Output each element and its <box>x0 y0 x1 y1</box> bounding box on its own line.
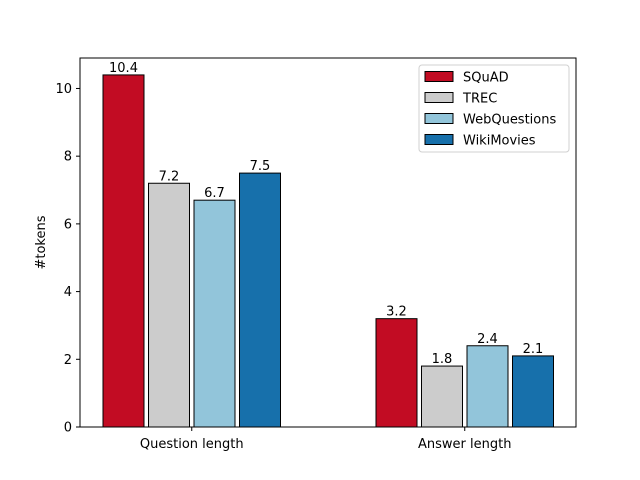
bar-squad-0 <box>102 74 145 428</box>
bars-group <box>102 74 554 428</box>
x-tick-label: Answer length <box>418 437 511 452</box>
legend-label-squad: SQuAD <box>463 71 509 86</box>
legend: SQuAD TREC WebQuestions WikiMovies <box>418 64 570 153</box>
legend-swatch-webquestions <box>424 113 454 124</box>
value-label-squad-0: 10.4 <box>109 61 138 76</box>
y-tick-label: 10 <box>55 82 72 97</box>
bar-trec-0 <box>148 182 190 428</box>
legend-swatch-wikimovies <box>424 134 454 145</box>
x-tick-label: Question length <box>140 437 244 452</box>
legend-swatch-squad <box>424 71 454 82</box>
value-labels-group: 10.4 7.2 6.7 7.5 3.2 1.8 2.4 2.1 <box>109 61 543 367</box>
x-axis: Question length Answer length <box>140 427 511 452</box>
y-tick-label: 0 <box>64 421 72 436</box>
bar-webquestions-0 <box>193 199 236 428</box>
bar-trec-1 <box>421 365 463 428</box>
y-tick-label: 4 <box>64 285 72 300</box>
value-label-wikimovies-1: 2.1 <box>523 342 544 357</box>
y-tick-label: 8 <box>64 150 72 165</box>
y-axis-label: #tokens <box>34 215 49 269</box>
plot-frame <box>79 57 577 428</box>
y-tick-label: 2 <box>64 353 72 368</box>
value-label-webquestions-1: 2.4 <box>477 332 498 347</box>
value-label-squad-1: 3.2 <box>386 305 407 320</box>
legend-label-trec: TREC <box>462 92 497 107</box>
legend-label-wikimovies: WikiMovies <box>463 134 536 149</box>
bar-webquestions-1 <box>466 345 509 428</box>
legend-frame <box>418 64 570 153</box>
y-tick-label: 6 <box>64 217 72 232</box>
legend-label-webquestions: WebQuestions <box>463 113 556 128</box>
value-label-trec-1: 1.8 <box>432 352 453 367</box>
bar-wikimovies-0 <box>239 172 281 428</box>
y-axis: 0 2 4 6 8 10 <box>55 82 80 436</box>
value-label-wikimovies-0: 7.5 <box>250 159 271 174</box>
legend-swatch-trec <box>424 92 454 103</box>
value-label-webquestions-0: 6.7 <box>204 186 225 201</box>
bar-squad-1 <box>375 318 418 428</box>
value-label-trec-0: 7.2 <box>159 169 180 184</box>
bar-wikimovies-1 <box>512 355 554 428</box>
